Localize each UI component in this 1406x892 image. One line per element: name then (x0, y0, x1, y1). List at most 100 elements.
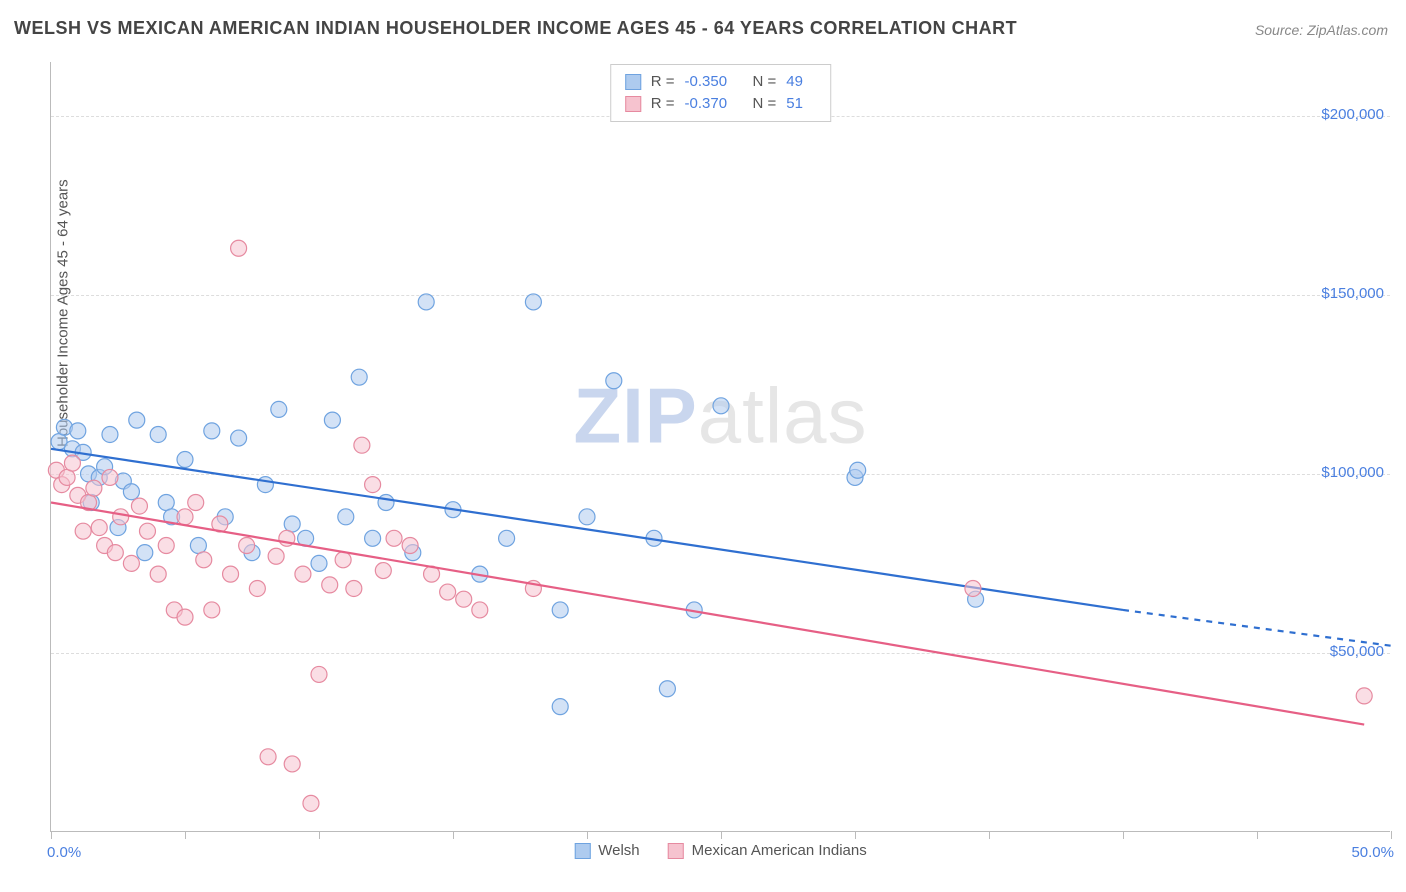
scatter-point (659, 681, 675, 697)
scatter-point (188, 495, 204, 511)
scatter-point (606, 373, 622, 389)
scatter-point (70, 423, 86, 439)
legend-swatch (625, 74, 641, 90)
scatter-point (284, 516, 300, 532)
scatter-point (311, 555, 327, 571)
x-tick (855, 831, 856, 839)
scatter-point (107, 545, 123, 561)
scatter-point (322, 577, 338, 593)
scatter-point (123, 484, 139, 500)
chart-svg (51, 62, 1390, 831)
scatter-point (75, 523, 91, 539)
scatter-point (260, 749, 276, 765)
scatter-point (324, 412, 340, 428)
legend-stats-box: R = -0.350 N = 49 R = -0.370 N = 51 (610, 64, 832, 122)
scatter-point (335, 552, 351, 568)
scatter-point (102, 469, 118, 485)
legend-series: Welsh Mexican American Indians (574, 842, 867, 859)
scatter-point (257, 477, 273, 493)
legend-r-value: -0.370 (685, 93, 743, 115)
x-tick (51, 831, 52, 839)
scatter-point (499, 530, 515, 546)
scatter-point (552, 602, 568, 618)
scatter-point (123, 555, 139, 571)
x-tick (319, 831, 320, 839)
scatter-point (158, 495, 174, 511)
scatter-point (150, 426, 166, 442)
legend-r-value: -0.350 (685, 71, 743, 93)
scatter-point (158, 537, 174, 553)
scatter-point (386, 530, 402, 546)
trend-line (51, 503, 1364, 725)
chart-container: WELSH VS MEXICAN AMERICAN INDIAN HOUSEHO… (0, 0, 1406, 892)
x-tick (453, 831, 454, 839)
legend-series-label: Mexican American Indians (692, 842, 867, 859)
scatter-point (346, 580, 362, 596)
scatter-point (59, 469, 75, 485)
legend-swatch (625, 96, 641, 112)
legend-series-label: Welsh (598, 842, 639, 859)
legend-stat-row: R = -0.350 N = 49 (625, 71, 817, 93)
scatter-point (338, 509, 354, 525)
scatter-point (150, 566, 166, 582)
scatter-point (418, 294, 434, 310)
scatter-point (86, 480, 102, 496)
scatter-point (525, 294, 541, 310)
scatter-point (351, 369, 367, 385)
trend-line-extrapolated (1123, 610, 1391, 646)
scatter-point (402, 537, 418, 553)
scatter-point (177, 609, 193, 625)
legend-r-label: R = (651, 71, 675, 93)
scatter-point (239, 537, 255, 553)
scatter-point (139, 523, 155, 539)
x-axis-max-label: 50.0% (1351, 844, 1394, 861)
scatter-point (190, 537, 206, 553)
scatter-point (552, 699, 568, 715)
x-axis-min-label: 0.0% (47, 844, 81, 861)
scatter-point (137, 545, 153, 561)
plot-area: Householder Income Ages 45 - 64 years ZI… (50, 62, 1390, 832)
scatter-point (131, 498, 147, 514)
scatter-point (579, 509, 595, 525)
scatter-point (365, 530, 381, 546)
x-tick (1257, 831, 1258, 839)
scatter-point (113, 509, 129, 525)
scatter-point (850, 462, 866, 478)
legend-swatch (574, 843, 590, 859)
scatter-point (456, 591, 472, 607)
scatter-point (295, 566, 311, 582)
scatter-point (249, 580, 265, 596)
scatter-point (64, 455, 80, 471)
legend-swatch (668, 843, 684, 859)
x-tick (185, 831, 186, 839)
scatter-point (965, 580, 981, 596)
x-tick (721, 831, 722, 839)
scatter-point (1356, 688, 1372, 704)
scatter-point (91, 520, 107, 536)
scatter-point (375, 563, 391, 579)
x-tick (1391, 831, 1392, 839)
legend-n-label: N = (753, 71, 777, 93)
legend-series-item: Mexican American Indians (668, 842, 867, 859)
scatter-point (177, 452, 193, 468)
legend-n-value: 49 (786, 71, 816, 93)
legend-n-label: N = (753, 93, 777, 115)
scatter-point (231, 240, 247, 256)
scatter-point (303, 795, 319, 811)
legend-n-value: 51 (786, 93, 816, 115)
scatter-point (204, 602, 220, 618)
scatter-point (231, 430, 247, 446)
x-tick (1123, 831, 1124, 839)
scatter-point (354, 437, 370, 453)
source-attribution: Source: ZipAtlas.com (1255, 22, 1388, 38)
scatter-point (284, 756, 300, 772)
scatter-point (177, 509, 193, 525)
legend-r-label: R = (651, 93, 675, 115)
scatter-point (472, 602, 488, 618)
scatter-point (102, 426, 118, 442)
legend-series-item: Welsh (574, 842, 639, 859)
scatter-point (129, 412, 145, 428)
scatter-point (311, 666, 327, 682)
scatter-point (378, 495, 394, 511)
scatter-point (204, 423, 220, 439)
